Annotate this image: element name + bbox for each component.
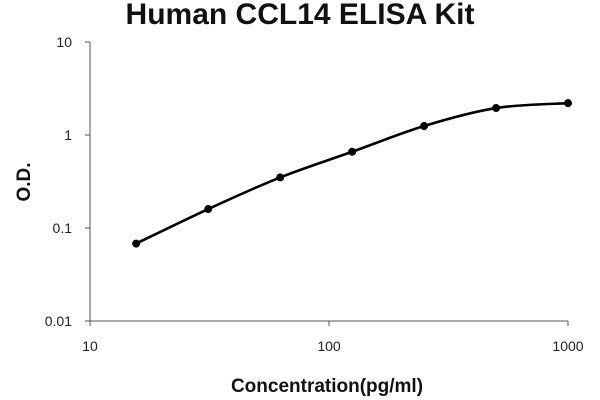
x-axis-label: Concentration(pg/ml)	[231, 376, 423, 397]
x-tick-label: 1000	[552, 338, 583, 354]
y-tick-label: 0.1	[53, 220, 73, 236]
axis-ticks: 10 1 0.1 0.01 10 100 1000	[45, 34, 584, 354]
data-marks	[132, 99, 572, 248]
data-point	[276, 173, 285, 182]
y-axis-label: O.D.	[14, 162, 35, 201]
standard-curve-line	[135, 101, 569, 245]
x-tick-label: 10	[82, 338, 98, 354]
y-tick-label: 10	[56, 34, 72, 50]
data-point	[420, 121, 429, 130]
data-point	[564, 99, 572, 108]
y-tick-label: 0.01	[45, 313, 72, 329]
data-point	[132, 239, 141, 248]
x-tick-label: 100	[317, 338, 341, 354]
y-tick-label: 1	[64, 127, 72, 143]
chart-title: Human CCL14 ELISA Kit	[126, 0, 475, 31]
data-point	[492, 104, 501, 113]
data-point	[348, 147, 357, 156]
data-point	[204, 205, 213, 214]
